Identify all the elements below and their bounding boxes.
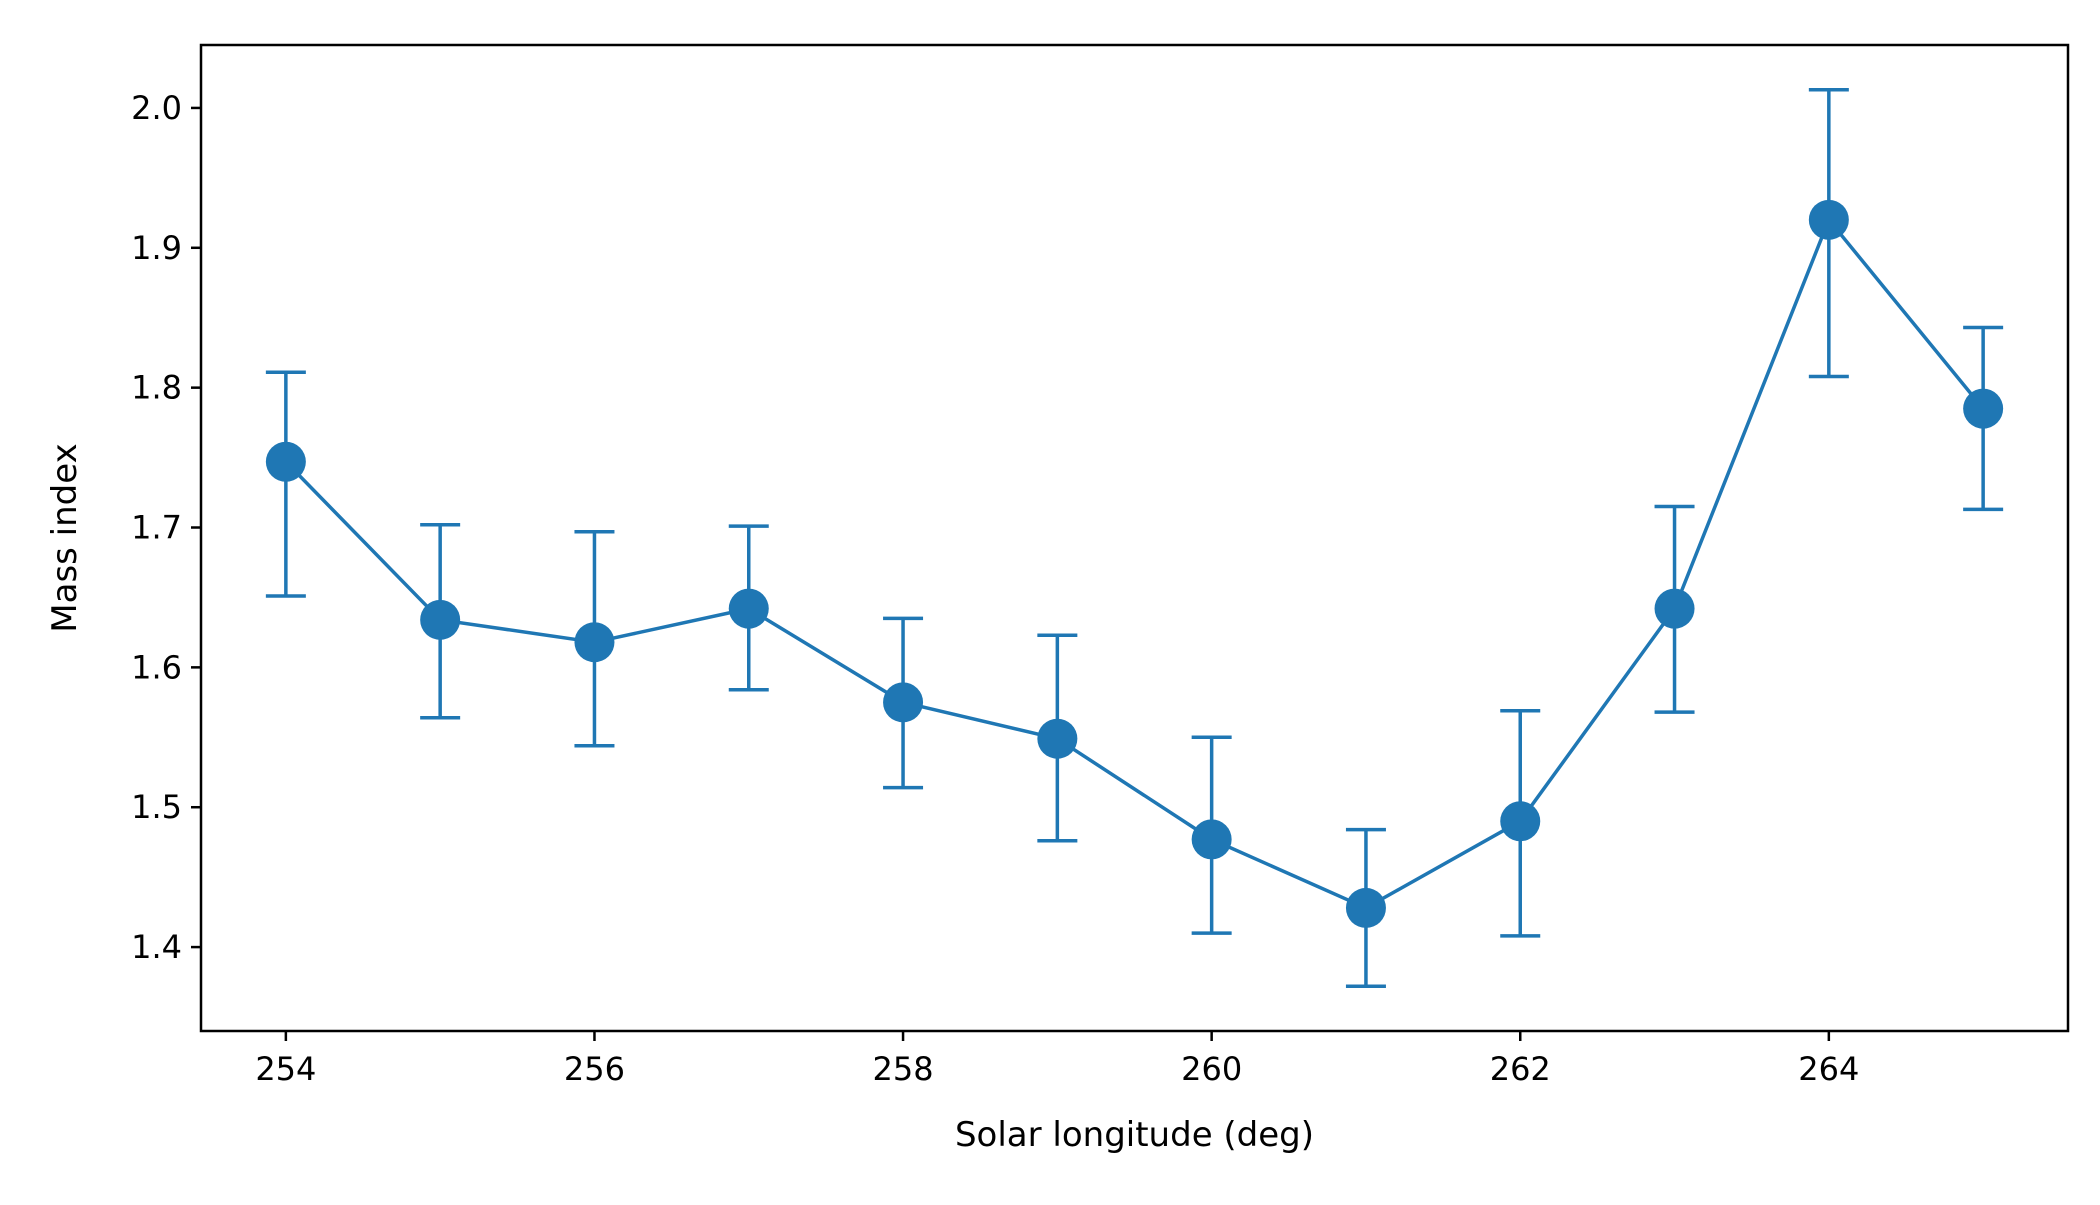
y-tick-label: 1.5	[131, 788, 182, 826]
data-point	[1500, 801, 1541, 842]
y-tick-label: 1.4	[131, 928, 182, 966]
y-tick-label: 1.7	[131, 509, 182, 547]
x-tick-label: 262	[1490, 1050, 1551, 1088]
data-point	[1808, 199, 1849, 240]
y-tick-label: 1.9	[131, 229, 182, 267]
plot-area	[199, 43, 2070, 1033]
data-point	[1037, 718, 1078, 759]
series-line	[284, 218, 1985, 910]
data-point	[420, 599, 461, 640]
data-point	[574, 622, 615, 663]
error-bar	[265, 370, 306, 598]
data-point	[265, 441, 306, 482]
x-tick-label: 258	[873, 1050, 934, 1088]
data-point	[1963, 388, 2004, 429]
y-tick-label: 2.0	[131, 89, 182, 127]
x-axis-label: Solar longitude (deg)	[955, 1115, 1314, 1155]
x-axis: 254 256 258 260 262 264	[255, 1031, 1859, 1088]
data-point	[1345, 887, 1386, 928]
x-tick-label: 264	[1798, 1050, 1859, 1088]
data-point	[1191, 819, 1232, 860]
x-tick-label: 254	[255, 1050, 316, 1088]
x-tick-label: 260	[1181, 1050, 1242, 1088]
x-tick-label: 256	[564, 1050, 625, 1088]
y-tick-label: 1.6	[131, 648, 182, 686]
y-tick-label: 1.8	[131, 369, 182, 407]
y-axis-label: Mass index	[45, 443, 85, 632]
data-point	[883, 682, 924, 723]
series-layer	[265, 88, 2004, 988]
data-point	[728, 588, 769, 629]
data-point	[1654, 588, 1695, 629]
y-axis: 1.4 1.5 1.6 1.7 1.8 1.9 2.0	[131, 89, 201, 966]
